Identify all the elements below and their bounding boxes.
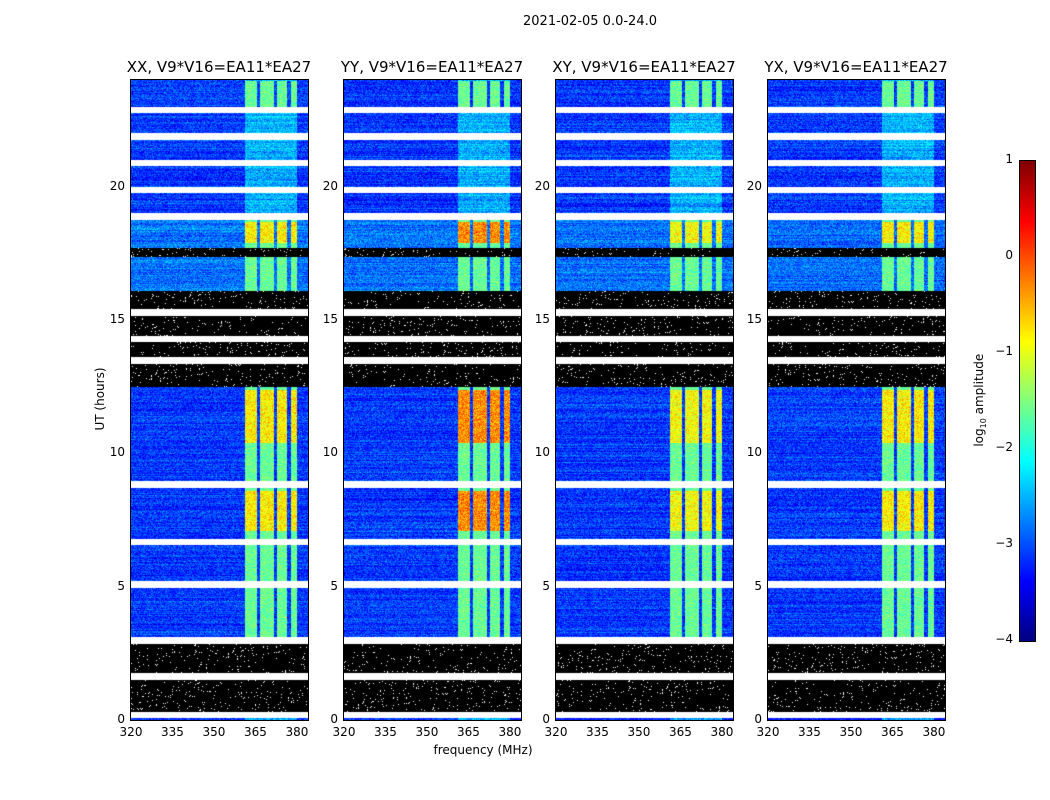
y-tick-label: 20: [109, 178, 125, 193]
y-tick-label: 15: [322, 312, 338, 326]
x-tick-label: 380: [285, 725, 309, 739]
x-tick-label: 350: [839, 725, 863, 739]
colorbar-label: log10 amplitude: [972, 345, 988, 455]
x-tick-label: 320: [756, 725, 780, 739]
x-tick-label: 320: [544, 725, 568, 739]
y-tick-label: 15: [746, 312, 762, 326]
y-tick-label: 10: [109, 445, 125, 460]
colorbar-tick-label: −4: [995, 632, 1013, 646]
spectrogram-image: [131, 80, 308, 720]
figure-title: 2021-02-05 0.0-24.0: [523, 14, 657, 29]
spectrogram-panel: [555, 79, 734, 721]
colorbar-tick-label: −1: [995, 344, 1013, 358]
y-tick-label: 5: [754, 578, 762, 593]
y-tick-label: 10: [322, 445, 338, 460]
y-tick-label: 0: [330, 712, 338, 726]
y-tick-label: 20: [322, 178, 338, 193]
spectrogram-image: [344, 80, 521, 720]
x-tick-label: 365: [881, 725, 904, 739]
x-tick-label: 365: [669, 725, 692, 739]
panel-title: XX, V9*V16=EA11*EA27: [126, 58, 312, 76]
colorbar-label-rest: amplitude: [971, 353, 986, 419]
y-tick-label: 10: [746, 445, 762, 460]
y-tick-label: 5: [330, 578, 338, 593]
y-tick-label: 0: [754, 712, 762, 726]
colorbar-tick-label: 0: [1005, 248, 1013, 262]
colorbar-tick-label: 1: [1005, 152, 1013, 166]
x-tick-label: 380: [498, 725, 522, 739]
y-tick-label: 10: [534, 445, 550, 460]
x-axis-label: frequency (MHz): [433, 743, 533, 757]
spectrogram-panel: [343, 79, 522, 721]
spectrogram-panel: [767, 79, 946, 721]
x-tick-label: 350: [415, 725, 439, 739]
colorbar-label-sub: 10: [979, 418, 989, 429]
x-tick-label: 335: [586, 725, 609, 739]
x-tick-label: 335: [374, 725, 397, 739]
y-tick-label: 20: [746, 178, 762, 193]
y-tick-label: 15: [534, 312, 550, 326]
y-axis-label: UT (hours): [93, 367, 107, 431]
x-tick-label: 380: [922, 725, 946, 739]
x-tick-label: 365: [457, 725, 480, 739]
x-tick-label: 320: [119, 725, 143, 739]
y-tick-label: 15: [109, 312, 125, 326]
x-tick-label: 335: [798, 725, 821, 739]
spectrogram-panel: [130, 79, 309, 721]
colorbar-tick-label: −3: [995, 536, 1013, 550]
x-tick-label: 320: [332, 725, 356, 739]
panel-title: YY, V9*V16=EA11*EA27: [340, 58, 524, 76]
panel-title: YX, V9*V16=EA11*EA27: [764, 58, 948, 76]
colorbar-tick-label: −2: [995, 440, 1013, 454]
y-tick-label: 0: [117, 712, 125, 726]
x-tick-label: 335: [161, 725, 184, 739]
panel-title: XY, V9*V16=EA11*EA27: [552, 58, 736, 76]
colorbar: [1019, 160, 1036, 642]
spectrogram-image: [556, 80, 733, 720]
x-tick-label: 350: [202, 725, 226, 739]
x-tick-label: 380: [710, 725, 734, 739]
x-tick-label: 365: [244, 725, 267, 739]
x-tick-label: 350: [627, 725, 651, 739]
y-tick-label: 20: [534, 178, 550, 193]
y-tick-label: 5: [542, 578, 550, 593]
colorbar-label-log: log: [971, 428, 986, 447]
spectrogram-image: [768, 80, 945, 720]
y-tick-label: 5: [117, 578, 125, 593]
y-tick-label: 0: [542, 712, 550, 726]
